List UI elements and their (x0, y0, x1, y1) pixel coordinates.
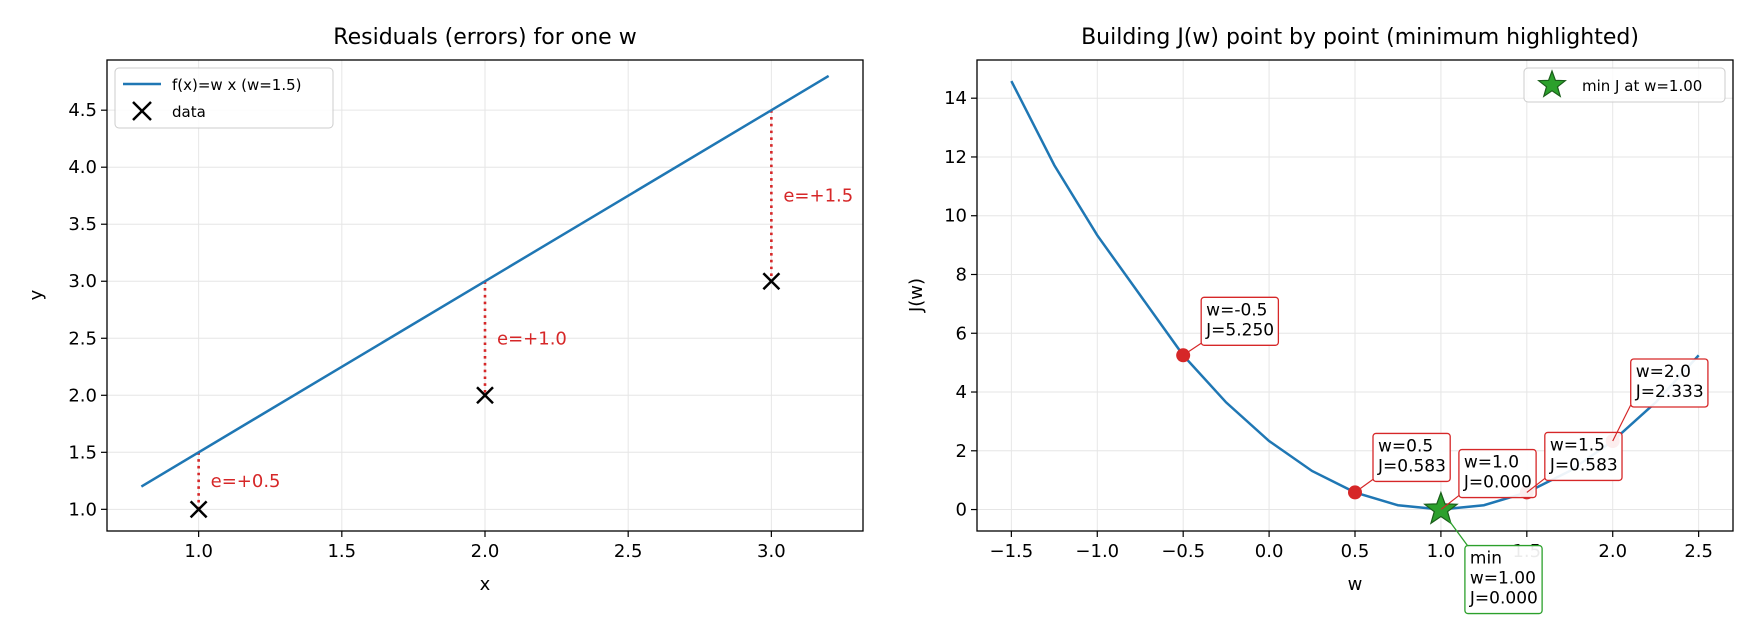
left-y-tick-label: 3.0 (68, 271, 97, 292)
left-legend: f(x)=w x (w=1.5) data (114, 67, 334, 129)
left-x-tick-label: 1.5 (327, 541, 356, 562)
right-legend-box (1523, 67, 1726, 103)
right-x-tick-label: 1.0 (1427, 541, 1456, 562)
left-x-tick-label: 2.0 (471, 541, 500, 562)
residual-label: e=+0.5 (211, 471, 281, 492)
left-grid (107, 60, 863, 531)
right-x-tick-label: −0.5 (1161, 541, 1205, 562)
right-y-tick-label: 8 (956, 264, 967, 285)
left-y-axis-label: y (26, 289, 47, 300)
right-x-tick-label: 2.5 (1684, 541, 1713, 562)
residual-label: e=+1.0 (497, 328, 567, 349)
right-y-tick-label: 12 (944, 147, 967, 168)
right-y-tick-label: 14 (944, 88, 967, 109)
left-y-tick-label: 2.5 (68, 328, 97, 349)
right-y-tick-label: 2 (956, 441, 967, 462)
left-y-tick-label: 1.0 (68, 499, 97, 520)
point-label-line: w=0.5 (1378, 436, 1433, 456)
point-label-box (1544, 431, 1623, 482)
data-point-stroke-b (476, 386, 494, 405)
data-point (189, 500, 208, 519)
right-y-tick-label: 10 (944, 206, 967, 227)
left-x-tick-label: 3.0 (757, 541, 786, 562)
legend-min-label: min J at w=1.00 (1582, 77, 1702, 95)
right-y-axis-label: J(w) (906, 278, 927, 313)
point-connector (1440, 495, 1460, 511)
left-ticks: 1.0 1.5 2.0 2.5 3.0 1.0 1.5 2.0 2.5 3.0 3.5 4.0 4.5 (68, 100, 785, 562)
left-chart-title: Residuals (errors) for one w (333, 25, 636, 50)
point-label-line: J=0.583 (1549, 455, 1618, 475)
right-chart: Building J(w) point by point (minimum hi… (906, 25, 1734, 615)
left-y-tick-label: 2.0 (68, 385, 97, 406)
minimum-star (1423, 490, 1459, 525)
right-x-tick-label: −1.5 (990, 541, 1034, 562)
left-y-tick-label: 4.5 (68, 100, 97, 121)
minimum-connector (1440, 509, 1470, 548)
point-label: w=0.5J=0.583 (1372, 432, 1451, 483)
minimum-label-box (1464, 544, 1543, 615)
point-label-box (1372, 432, 1451, 483)
point-label: w=2.0J=2.333 (1630, 358, 1709, 408)
left-x-tick-label: 1.0 (184, 541, 213, 562)
data-point-stroke-b (762, 272, 781, 291)
data-point-stroke-b (189, 500, 208, 519)
point-label-line: J=0.000 (1463, 473, 1532, 493)
point-label: w=1.0J=0.000 (1458, 448, 1537, 499)
legend-data-marker (132, 101, 152, 121)
right-legend: min J at w=1.00 (1523, 67, 1726, 103)
left-plot-area: e=+0.5 e=+1.0 e=+1.5 (140, 74, 853, 519)
legend-star-icon (1537, 69, 1567, 98)
left-y-tick-label: 3.5 (68, 214, 97, 235)
point-label-line: w=2.0 (1636, 362, 1691, 382)
point-label-line: J=5.250 (1205, 320, 1274, 340)
point-connector (1526, 477, 1546, 493)
point-connector (1182, 342, 1202, 356)
left-y-tick-label: 1.5 (68, 442, 97, 463)
data-point (476, 386, 494, 405)
right-x-tick-label: 0.5 (1341, 541, 1370, 562)
right-y-tick-label: 6 (956, 323, 967, 344)
right-x-tick-label: 0.0 (1255, 541, 1284, 562)
left-chart: Residuals (errors) for one w e=+0.5 e=+1.… (26, 25, 864, 595)
residual-label: e=+1.5 (783, 186, 853, 207)
right-y-tick-label: 0 (956, 500, 967, 521)
right-x-tick-label: −1.0 (1075, 541, 1119, 562)
minimum-label-line: w=1.00 (1470, 569, 1536, 589)
point-label-line: J=0.583 (1377, 456, 1446, 476)
point-label-line: w=1.5 (1550, 435, 1605, 455)
point-label-line: w=-0.5 (1206, 300, 1267, 320)
point-label-line: w=1.0 (1464, 453, 1519, 473)
point-label: w=1.5J=0.583 (1544, 431, 1623, 482)
minimum-label-line: J=0.000 (1469, 589, 1538, 609)
point-connector (1612, 404, 1632, 442)
right-x-axis-label: w (1348, 574, 1363, 595)
point-label-box (1200, 296, 1280, 346)
left-y-tick-label: 4.0 (68, 157, 97, 178)
point-label-box (1458, 448, 1537, 499)
left-x-axis-label: x (480, 574, 491, 595)
right-y-tick-label: 4 (956, 382, 967, 403)
right-ticks: −1.5−1.0−0.50.00.51.01.52.02.50246810121… (944, 88, 1713, 562)
legend-line-label: f(x)=w x (w=1.5) (172, 76, 302, 94)
left-x-tick-label: 2.5 (614, 541, 643, 562)
left-legend-box (114, 67, 334, 129)
model-line (140, 74, 830, 488)
minimum-label-line: min (1470, 549, 1502, 569)
point-label: w=-0.5J=5.250 (1200, 296, 1280, 346)
data-point (762, 272, 781, 291)
right-x-tick-label: 2.0 (1598, 541, 1627, 562)
legend-data-label: data (172, 103, 206, 121)
right-chart-title: Building J(w) point by point (minimum hi… (1081, 25, 1639, 50)
point-connector (1354, 478, 1374, 493)
point-label-box (1630, 358, 1709, 408)
point-label-line: J=2.333 (1635, 382, 1704, 402)
